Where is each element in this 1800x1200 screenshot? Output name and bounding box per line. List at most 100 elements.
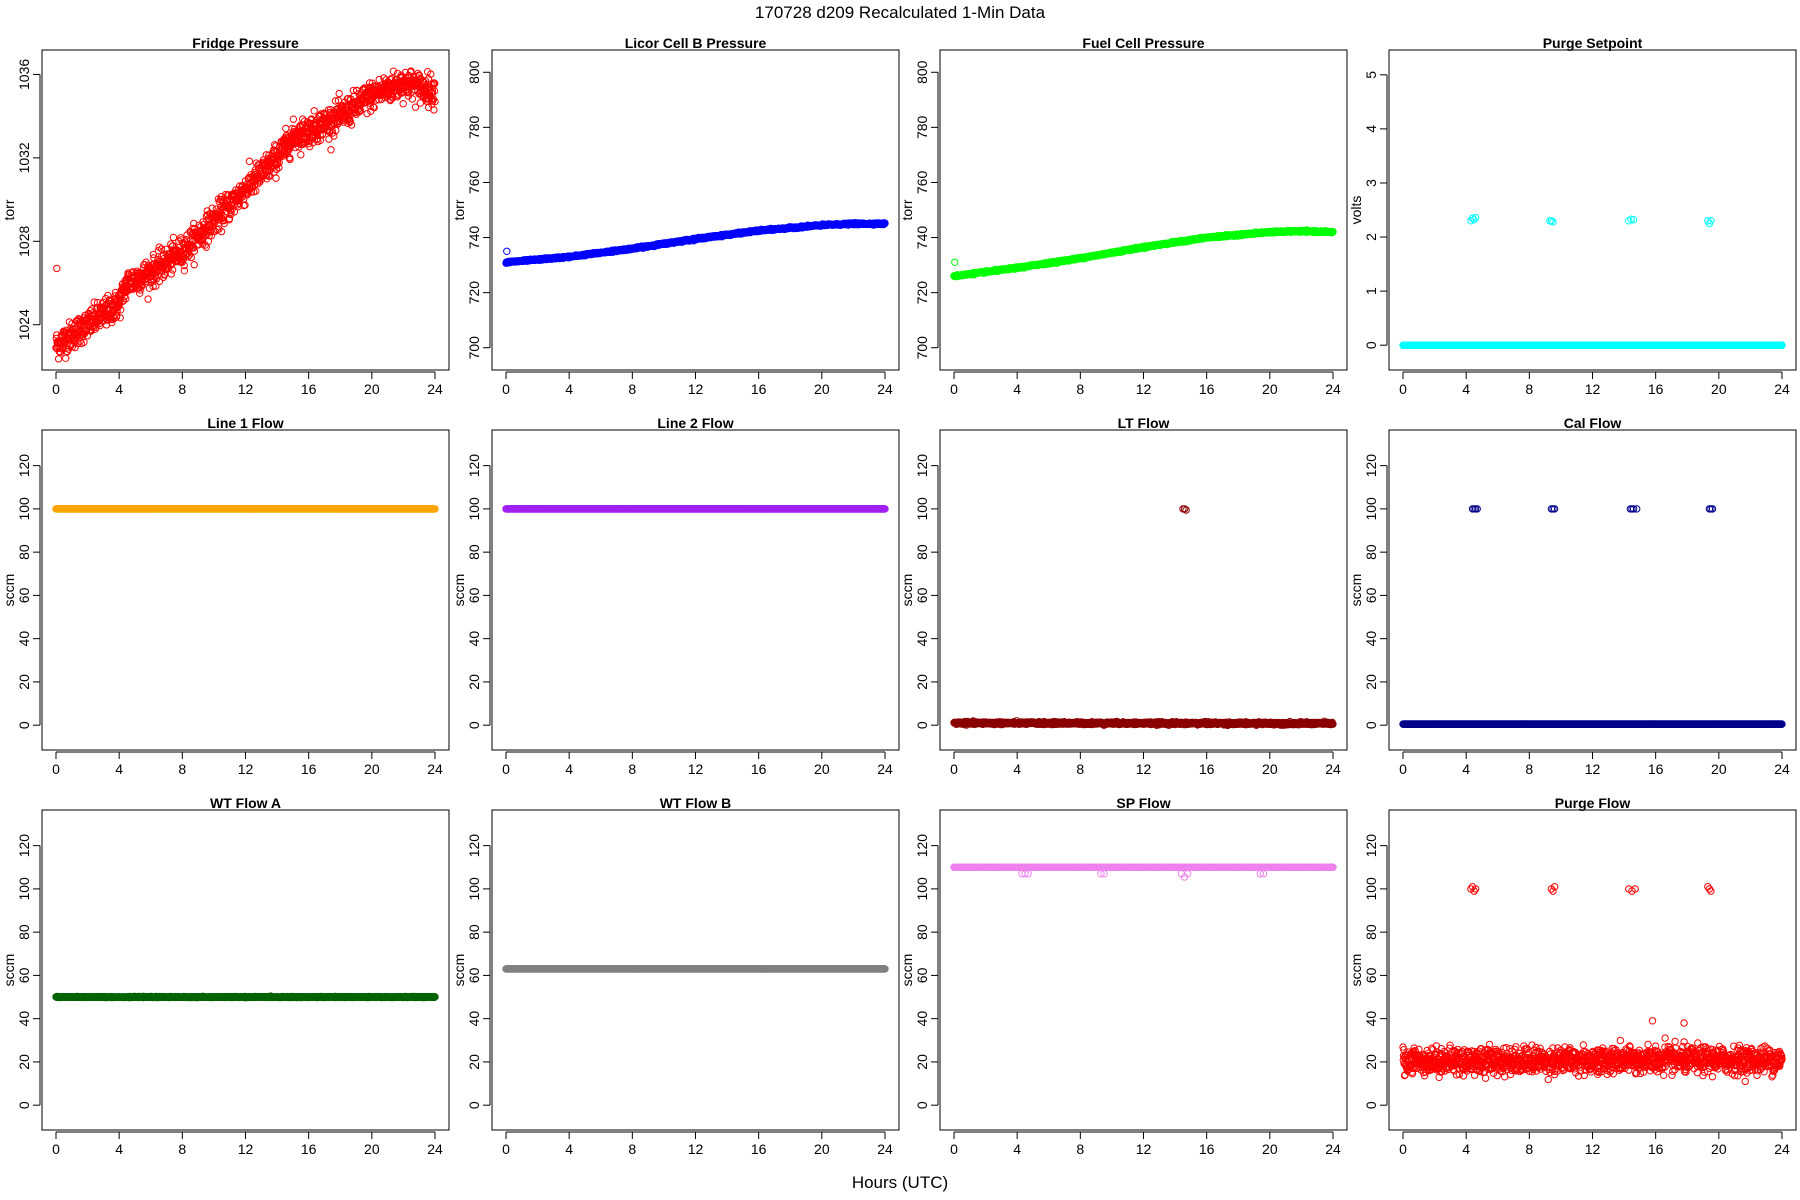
- data-point-outlier: [503, 247, 511, 256]
- data-point: [117, 306, 125, 314]
- x-tick-label: 16: [751, 381, 767, 397]
- data-point: [180, 267, 189, 275]
- y-tick-label: 1024: [16, 309, 32, 340]
- x-tick-label: 8: [1525, 381, 1533, 397]
- x-tick-label: 0: [502, 381, 510, 397]
- data-point: [116, 314, 124, 322]
- data-point: [227, 208, 235, 216]
- y-tick-label: 720: [466, 281, 482, 305]
- data-point: [61, 354, 70, 362]
- y-tick-label: 4: [1363, 125, 1379, 133]
- y-tick-label: 5: [1363, 71, 1379, 79]
- data-points: [950, 226, 1337, 281]
- data-point: [289, 115, 298, 123]
- data-point: [109, 313, 117, 321]
- data-point: [327, 146, 335, 154]
- panel-title: Licor Cell B Pressure: [625, 35, 767, 51]
- y-tick-label: 700: [914, 336, 930, 360]
- data-point: [335, 89, 343, 98]
- panel-title: Purge Setpoint: [1543, 35, 1643, 51]
- y-tick-label: 760: [914, 171, 930, 195]
- data-point: [217, 227, 226, 236]
- plot-frame: [41, 49, 450, 371]
- data-point: [205, 231, 213, 240]
- y-axis-label: volts: [1348, 196, 1364, 225]
- data-point: [180, 261, 188, 270]
- data-point: [119, 296, 128, 305]
- x-tick-label: 0: [950, 381, 958, 397]
- data-point: [155, 277, 164, 286]
- data-point: [399, 100, 407, 108]
- x-tick-label: 0: [52, 381, 60, 397]
- data-point: [169, 233, 178, 242]
- data-point: [310, 107, 318, 115]
- data-point: [157, 245, 166, 253]
- figure-title: 170728 d209 Recalculated 1-Min Data: [755, 3, 1046, 22]
- data-point: [215, 225, 223, 233]
- y-tick-label: 3: [1363, 179, 1379, 187]
- x-tick-label: 16: [1648, 381, 1664, 397]
- x-tick-label: 4: [115, 381, 123, 397]
- plot-frame: [491, 49, 900, 371]
- data-point: [124, 269, 132, 277]
- panel-title: Fuel Cell Pressure: [1082, 35, 1204, 51]
- x-tick-label: 4: [1013, 381, 1021, 397]
- data-point: [245, 157, 254, 166]
- y-tick-label: 700: [466, 336, 482, 360]
- data-point: [217, 193, 226, 201]
- data-point: [204, 237, 213, 246]
- x-tick-label: 8: [1076, 381, 1084, 397]
- y-tick-label: 720: [914, 281, 930, 305]
- data-point-outlier: [53, 264, 61, 273]
- data-points: [502, 219, 889, 267]
- y-tick-label: 740: [466, 226, 482, 250]
- x-tick-label: 4: [1462, 381, 1470, 397]
- y-tick-label: 1028: [16, 226, 32, 257]
- data-points: [1399, 213, 1786, 349]
- data-point: [185, 251, 194, 259]
- data-point: [152, 282, 160, 290]
- plot-frame: [939, 49, 1348, 371]
- y-tick-label: 780: [466, 115, 482, 139]
- y-axis-label: torr: [899, 199, 915, 220]
- y-tick-label: 1: [1363, 287, 1379, 295]
- data-point-outlier: [951, 258, 959, 266]
- data-point: [136, 289, 144, 297]
- data-point: [155, 243, 163, 251]
- y-tick-label: 1036: [16, 59, 32, 90]
- data-point: [190, 247, 199, 255]
- data-point: [297, 151, 305, 159]
- x-tick-label: 24: [1774, 381, 1790, 397]
- y-tick-label: 0: [1363, 341, 1379, 349]
- data-point: [136, 286, 144, 294]
- data-point: [144, 295, 152, 303]
- data-point: [138, 282, 146, 290]
- data-point: [190, 261, 198, 269]
- x-tick-label: 12: [688, 381, 704, 397]
- figure-xlabel: Hours (UTC): [852, 1173, 948, 1192]
- y-tick-label: 800: [914, 60, 930, 84]
- x-tick-label: 24: [427, 381, 443, 397]
- data-point: [83, 332, 92, 340]
- data-point: [56, 344, 64, 353]
- x-tick-label: 24: [1325, 381, 1341, 397]
- x-tick-label: 16: [301, 381, 317, 397]
- data-point: [151, 273, 160, 281]
- y-tick-label: 1032: [16, 142, 32, 173]
- x-tick-label: 8: [178, 381, 186, 397]
- x-tick-label: 20: [1262, 381, 1278, 397]
- y-tick-label: 740: [914, 226, 930, 250]
- x-tick-label: 12: [238, 381, 254, 397]
- x-tick-label: 12: [1136, 381, 1152, 397]
- panel-title: Fridge Pressure: [192, 35, 299, 51]
- data-point: [167, 240, 175, 248]
- data-point: [220, 219, 228, 228]
- x-tick-label: 12: [1585, 381, 1601, 397]
- y-tick-label: 2: [1363, 233, 1379, 241]
- data-point: [122, 295, 130, 303]
